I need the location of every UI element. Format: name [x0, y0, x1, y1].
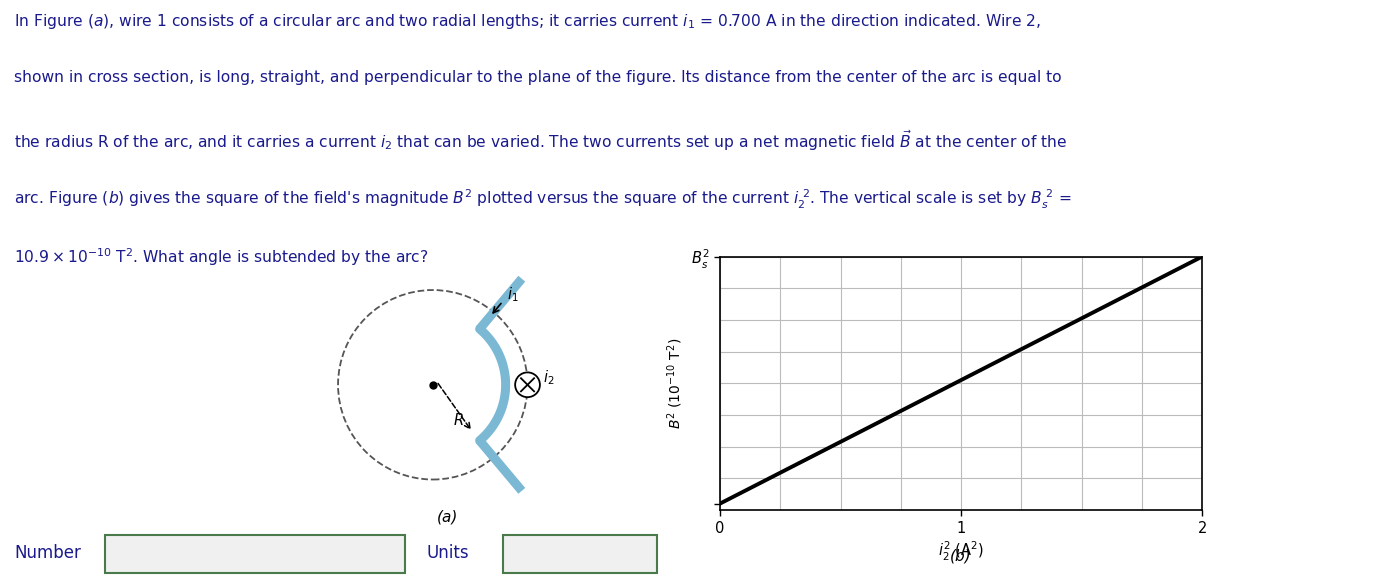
Text: In Figure ($a$), wire 1 consists of a circular arc and two radial lengths; it ca: In Figure ($a$), wire 1 consists of a ci…	[14, 12, 1042, 31]
Text: (a): (a)	[436, 510, 459, 525]
Text: the radius R of the arc, and it carries a current $i_2$ that can be varied. The : the radius R of the arc, and it carries …	[14, 129, 1067, 153]
Text: Units: Units	[426, 544, 468, 561]
Text: Number: Number	[14, 544, 81, 561]
Text: arc. Figure ($b$) gives the square of the field's magnitude $B^2$ plotted versus: arc. Figure ($b$) gives the square of th…	[14, 188, 1071, 211]
Text: $i_2$: $i_2$	[542, 368, 554, 387]
Text: shown in cross section, is long, straight, and perpendicular to the plane of the: shown in cross section, is long, straigh…	[14, 71, 1061, 86]
Text: (b): (b)	[951, 549, 972, 564]
Y-axis label: $B^2$ ($10^{-10}$ T$^2$): $B^2$ ($10^{-10}$ T$^2$)	[665, 338, 685, 429]
FancyBboxPatch shape	[503, 535, 657, 573]
Circle shape	[514, 373, 540, 397]
Text: $10.9 \times 10^{-10}$ T$^2$. What angle is subtended by the arc?: $10.9 \times 10^{-10}$ T$^2$. What angle…	[14, 247, 429, 268]
Text: ⌄: ⌄	[644, 547, 657, 563]
X-axis label: $i_2^2$ (A$^2$): $i_2^2$ (A$^2$)	[938, 540, 984, 563]
Text: $i_1$: $i_1$	[507, 285, 519, 304]
Text: $R$: $R$	[453, 412, 464, 428]
FancyBboxPatch shape	[105, 535, 405, 573]
